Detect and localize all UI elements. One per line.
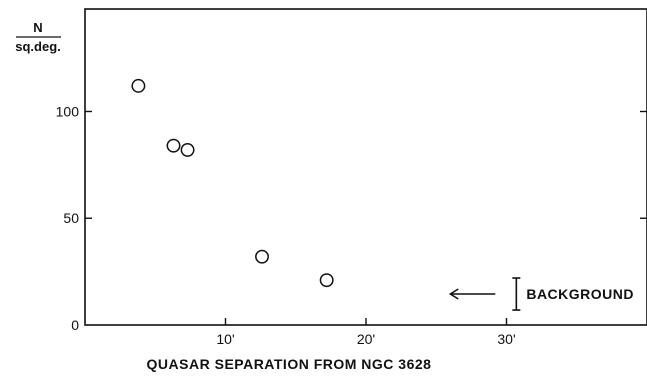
background-marker: BACKGROUND xyxy=(448,277,634,311)
x-tick-label: 30' xyxy=(497,331,515,347)
y-axis-label-denominator: sq.deg. xyxy=(15,39,61,54)
background-label: BACKGROUND xyxy=(526,286,634,302)
y-tick-label: 0 xyxy=(71,317,79,333)
x-axis-label: QUASAR SEPARATION FROM NGC 3628 xyxy=(147,356,432,372)
data-point xyxy=(319,273,334,288)
data-point xyxy=(166,138,181,153)
data-point xyxy=(180,142,195,157)
axis-ticks: 0 50 100 10' 20' 30' xyxy=(56,103,647,347)
x-tick-label: 20' xyxy=(357,331,375,347)
x-tick-label: 10' xyxy=(216,331,234,347)
data-points xyxy=(131,78,334,288)
data-point xyxy=(255,249,269,264)
y-axis-label-numerator: N xyxy=(33,20,42,35)
background-arrow-head xyxy=(448,288,459,300)
y-tick-label: 50 xyxy=(63,210,79,226)
y-tick-label: 100 xyxy=(56,103,80,119)
y-axis-label: N sq.deg. xyxy=(15,20,61,54)
data-point xyxy=(131,78,146,93)
plot-frame xyxy=(84,8,647,326)
